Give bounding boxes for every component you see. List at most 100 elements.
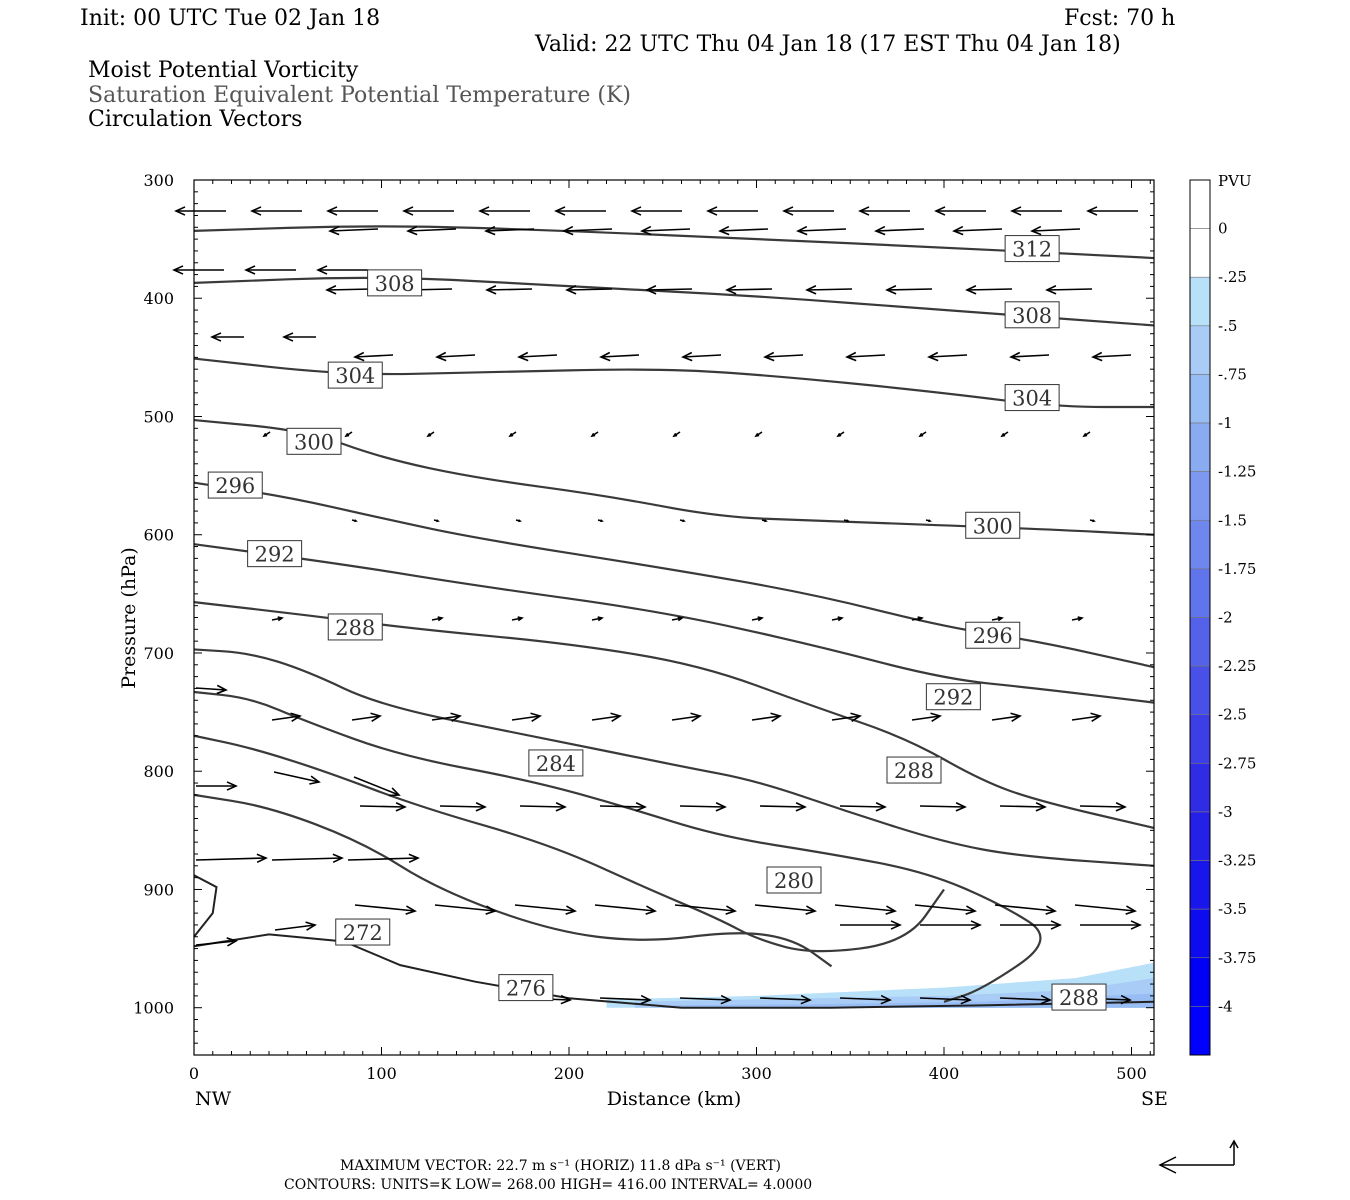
circulation-vector-head xyxy=(517,351,529,362)
contour-label: 284 xyxy=(536,752,576,776)
circulation-vector-head xyxy=(952,225,964,236)
circulation-vector-head xyxy=(928,519,932,523)
colorbar-segment xyxy=(1189,617,1211,667)
circulation-vector-head xyxy=(389,787,401,797)
circulation-vector-head xyxy=(805,285,817,295)
circulation-vector-head xyxy=(681,351,693,362)
colorbar-tick-label: -1.75 xyxy=(1218,560,1256,578)
colorbar-tick-label: -3.75 xyxy=(1218,949,1256,967)
circulation-vector-head xyxy=(353,351,365,362)
circulation-vector-head xyxy=(565,285,577,295)
field-title-theta-es: Saturation Equivalent Potential Temperat… xyxy=(88,83,631,108)
circulation-vector-head xyxy=(1045,905,1057,915)
circulation-vector-head xyxy=(326,206,338,216)
circulation-vector-head xyxy=(610,712,622,722)
circulation-vector-head xyxy=(836,432,842,438)
circulation-vector xyxy=(1074,904,1136,912)
circulation-vector xyxy=(434,904,496,912)
circulation-vector-head xyxy=(437,616,444,622)
circulation-vector-head xyxy=(172,265,184,275)
colorbar-segment xyxy=(1189,471,1211,521)
circulation-vector-head xyxy=(475,802,487,812)
circulation-vector xyxy=(1092,354,1132,358)
circulation-vector-head xyxy=(1000,432,1006,438)
circulation-vector xyxy=(353,776,400,796)
circulation-vector-head xyxy=(282,332,294,342)
contour-label-box xyxy=(327,613,383,641)
circulation-vector-head xyxy=(1009,351,1021,362)
x-tick-label: 300 xyxy=(741,1064,772,1083)
circulation-vector-head xyxy=(435,351,447,362)
circulation-vector xyxy=(271,715,301,721)
circulation-vector-head xyxy=(1130,920,1142,930)
circulation-vector-head xyxy=(858,206,870,216)
circulation-vector-head xyxy=(930,712,942,722)
theta-es-contour-line xyxy=(193,734,945,953)
contour-label-box xyxy=(498,974,554,1002)
circulation-vector xyxy=(919,997,971,1001)
contour-label-box xyxy=(886,756,942,784)
circulation-vector-head xyxy=(226,781,238,791)
contour-label-box xyxy=(367,269,423,297)
colorbar-tick-label: -.25 xyxy=(1218,268,1247,286)
circulation-vector xyxy=(751,715,781,721)
contour-label: 304 xyxy=(1012,387,1052,411)
circulation-vector xyxy=(407,228,457,232)
colorbar-segment xyxy=(1189,908,1211,959)
circulation-vector xyxy=(195,940,237,946)
contour-label: 272 xyxy=(343,921,383,945)
colorbar-segment xyxy=(1189,714,1211,764)
circulation-vector-head xyxy=(934,206,946,216)
circulation-vectors xyxy=(172,206,1142,1005)
circulation-vector xyxy=(511,715,541,721)
x-axis-label: Distance (km) xyxy=(607,1088,742,1110)
circulation-vector-head xyxy=(757,616,764,622)
circulation-vector-head xyxy=(485,905,497,915)
contour-label: 312 xyxy=(1012,238,1052,262)
circulation-vector xyxy=(329,228,379,232)
circulation-vector xyxy=(671,715,701,721)
circulation-vector xyxy=(886,288,933,291)
circulation-vector-head xyxy=(1035,802,1047,812)
colorbar-tick-label: -1 xyxy=(1218,414,1233,432)
circulation-vector-head xyxy=(1092,519,1096,523)
contour-label: 292 xyxy=(255,543,295,567)
circulation-vector xyxy=(999,997,1051,1001)
circulation-vector-head xyxy=(290,712,302,722)
circulation-vector xyxy=(999,805,1046,808)
x-tick-label: 100 xyxy=(366,1064,397,1083)
circulation-vector-head xyxy=(174,206,186,216)
max-vector-note: MAXIMUM VECTOR: 22.7 m s⁻¹ (HORIZ) 11.8 … xyxy=(340,1158,781,1174)
contour-label: 292 xyxy=(933,686,973,710)
circulation-vector-head xyxy=(426,432,432,438)
contour-label: 280 xyxy=(774,869,814,893)
theta-es-contour-line xyxy=(193,543,1155,704)
circulation-vector-head xyxy=(508,432,514,438)
circulation-vector xyxy=(679,997,731,1001)
circulation-vector xyxy=(600,354,640,358)
contour-label: 308 xyxy=(1012,304,1052,328)
circulation-vector-head xyxy=(277,616,284,622)
pv-colorbar: PVU 0 -.25 -.5 -.75 -1 -1.25 -1.5 -1.75 -2 -2.25 -… xyxy=(1189,172,1256,1056)
circulation-vector xyxy=(928,354,968,358)
circulation-vector xyxy=(641,228,691,232)
field-title-mpv: Moist Potential Vorticity xyxy=(88,58,359,83)
circulation-vector xyxy=(431,715,461,721)
circulation-vector-head xyxy=(1086,206,1098,216)
x-tick-label: 500 xyxy=(1116,1064,1147,1083)
colorbar-segment xyxy=(1189,422,1211,472)
y-tick-label: 500 xyxy=(143,407,174,426)
circulation-vector-head xyxy=(325,285,337,295)
circulation-vector-head xyxy=(210,332,222,342)
circulation-vector xyxy=(914,904,976,912)
circulation-vector xyxy=(519,805,566,808)
circulation-vector-head xyxy=(1115,802,1127,812)
circulation-vector-head xyxy=(885,285,897,295)
contour-label-box xyxy=(528,749,584,777)
circulation-vector xyxy=(359,805,406,808)
y-tick-label: 400 xyxy=(143,289,174,308)
circulation-vector-head xyxy=(554,206,566,216)
circulation-vector-head xyxy=(960,994,972,1005)
circulation-vector-head xyxy=(560,994,572,1005)
colorbar-segment xyxy=(1189,228,1211,278)
